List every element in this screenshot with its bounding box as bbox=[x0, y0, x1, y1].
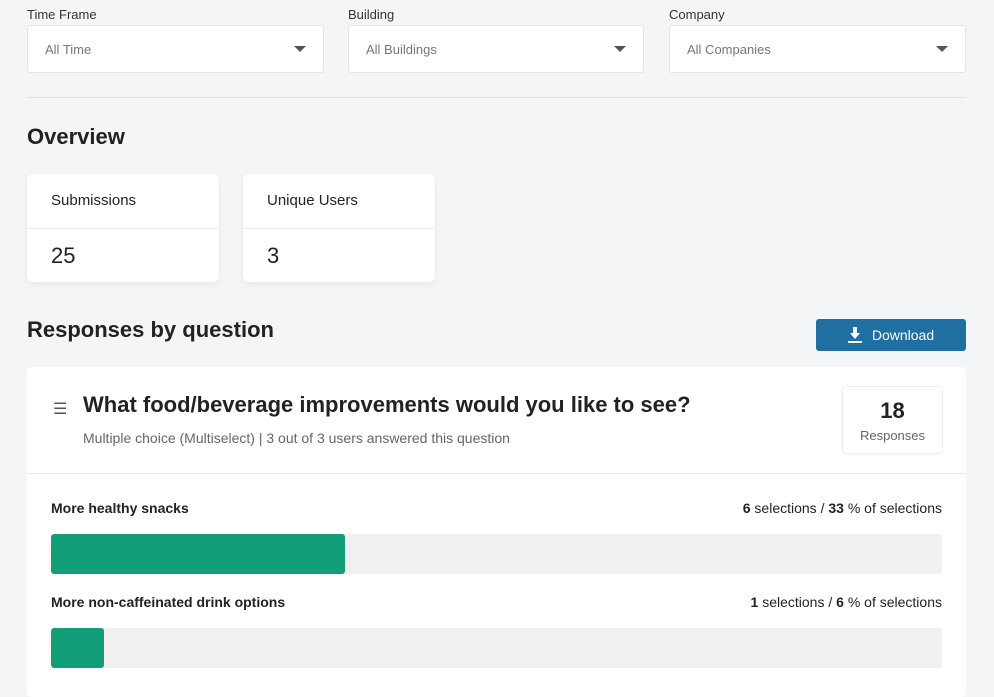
responses-count-badge: 18 Responses bbox=[842, 386, 943, 454]
selections-text: selections / bbox=[750, 500, 829, 516]
caret-down-icon bbox=[294, 46, 306, 52]
option-stats: 6 selections / 33 % of selections bbox=[743, 500, 942, 522]
card-value: 3 bbox=[267, 243, 280, 268]
option-row: More healthy snacks 6 selections / 33 % … bbox=[51, 500, 942, 574]
question-subtitle: Multiple choice (Multiselect) | 3 out of… bbox=[83, 430, 510, 446]
percent-value: 33 bbox=[828, 500, 844, 516]
filter-label: Time Frame bbox=[27, 7, 97, 22]
option-bar-fill bbox=[51, 628, 105, 668]
company-select[interactable]: All Companies bbox=[669, 25, 966, 73]
selections-text: selections / bbox=[758, 594, 837, 610]
question-title: What food/beverage improvements would yo… bbox=[83, 392, 691, 417]
filter-label: Company bbox=[669, 7, 725, 22]
time-frame-filter: Time Frame All Time bbox=[27, 0, 324, 73]
caret-down-icon bbox=[614, 46, 626, 52]
selections-count: 6 bbox=[742, 500, 751, 516]
filter-label: Building bbox=[348, 7, 395, 22]
option-bar bbox=[51, 534, 942, 574]
time-frame-select[interactable]: All Time bbox=[27, 25, 324, 73]
list-icon: ☰ bbox=[53, 401, 68, 418]
building-select[interactable]: All Buildings bbox=[348, 25, 644, 73]
card-label: Unique Users bbox=[243, 174, 435, 229]
option-label: More non-caffeinated drink options bbox=[51, 594, 286, 610]
option-row: More non-caffeinated drink options 1 sel… bbox=[51, 594, 942, 668]
option-stats: 1 selections / 6 % of selections bbox=[751, 594, 942, 616]
question-panel: ☰ What food/beverage improvements would … bbox=[27, 367, 966, 697]
select-value: All Time bbox=[45, 41, 92, 57]
selections-count: 1 bbox=[750, 594, 759, 610]
caret-down-icon bbox=[936, 46, 948, 52]
download-button[interactable]: Download bbox=[816, 319, 966, 351]
percent-value: 6 bbox=[836, 594, 844, 610]
select-value: All Companies bbox=[687, 41, 771, 57]
overview-title: Overview bbox=[27, 124, 125, 149]
responses-label: Responses bbox=[859, 428, 926, 443]
responses-title: Responses by question bbox=[27, 317, 274, 342]
option-label: More healthy snacks bbox=[51, 500, 189, 516]
responses-count: 18 bbox=[880, 398, 905, 423]
percent-text: % of selections bbox=[843, 500, 942, 516]
download-icon bbox=[847, 327, 862, 343]
building-filter: Building All Buildings bbox=[348, 0, 644, 73]
company-filter: Company All Companies bbox=[669, 0, 966, 73]
divider bbox=[27, 97, 966, 98]
download-label: Download bbox=[871, 327, 935, 343]
card-value: 25 bbox=[51, 243, 76, 268]
card-label: Submissions bbox=[27, 174, 219, 229]
select-value: All Buildings bbox=[366, 41, 437, 57]
option-bar-fill bbox=[51, 534, 346, 574]
unique-users-card: Unique Users 3 bbox=[243, 174, 435, 282]
percent-text: % of selections bbox=[843, 594, 942, 610]
submissions-card: Submissions 25 bbox=[27, 174, 219, 282]
option-bar bbox=[51, 628, 942, 668]
